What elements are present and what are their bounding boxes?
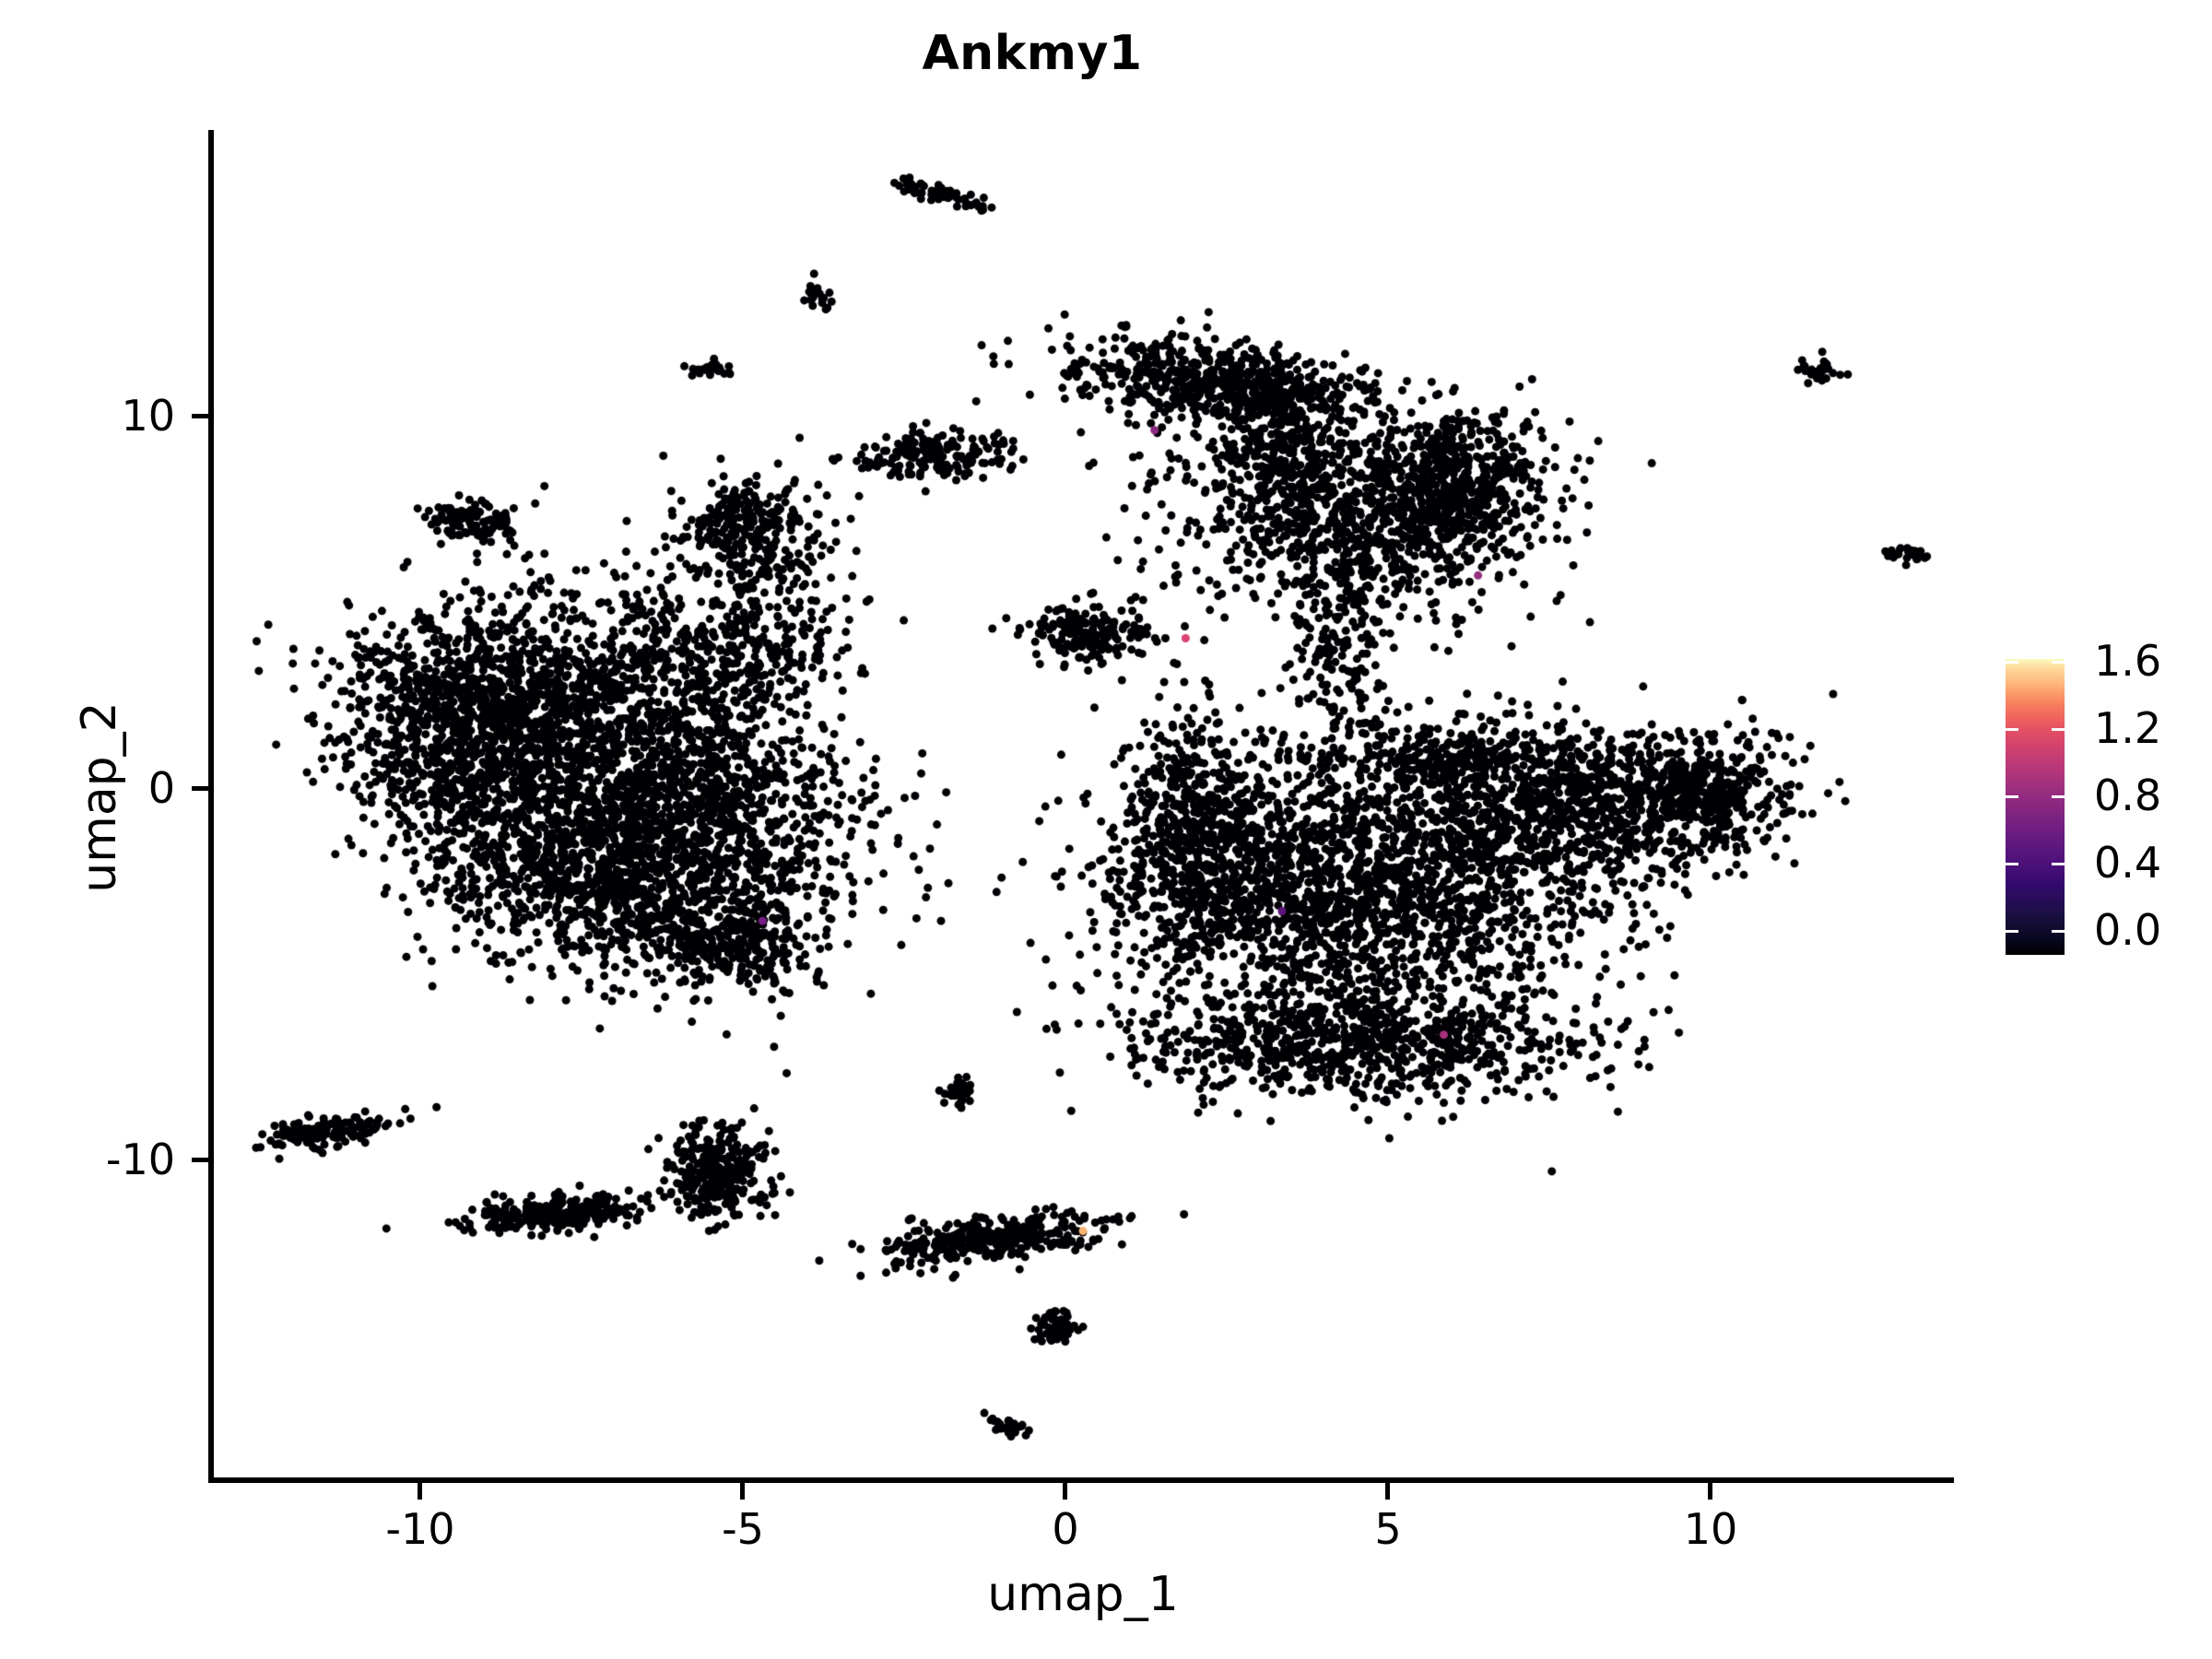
x-tick-label-10: 10 (1683, 1504, 1738, 1554)
colorbar-tick-0.4-left (2006, 863, 2018, 865)
colorbar-tick-1.2-right (2052, 728, 2065, 731)
y-tick-label-10: 10 (121, 391, 175, 441)
y-tick-label-0: 0 (147, 763, 175, 813)
colorbar-label-1.2: 1.2 (2094, 703, 2162, 753)
scatter-plot-axes (212, 130, 1954, 1480)
x-tick-label--5: -5 (722, 1504, 764, 1554)
colorbar (2006, 659, 2065, 955)
colorbar-tick-0.0-left (2006, 930, 2018, 933)
page-title: Ankmy1 (922, 26, 1143, 81)
colorbar-tick-0.0-right (2052, 930, 2065, 933)
colorbar-gradient (2006, 659, 2065, 955)
colorbar-tick-1.2-left (2006, 728, 2018, 731)
colorbar-tick-0.8-right (2052, 795, 2065, 798)
x-tick-label-0: 0 (1052, 1504, 1079, 1554)
x-tick-label-5: 5 (1374, 1504, 1402, 1554)
y-axis-spine (208, 130, 214, 1483)
colorbar-tick-0.8-left (2006, 795, 2018, 798)
y-axis-label: umap_2 (72, 701, 127, 893)
x-axis-label: umap_1 (987, 1567, 1179, 1622)
x-axis-spine (208, 1477, 1954, 1483)
x-tick-mark-5 (1385, 1483, 1390, 1500)
scatter-point-cloud (212, 130, 1954, 1480)
colorbar-label-1.6: 1.6 (2094, 636, 2162, 686)
y-tick-mark-10 (192, 414, 208, 418)
colorbar-tick-1.6-right (2052, 661, 2065, 664)
colorbar-tick-1.6-left (2006, 661, 2018, 664)
colorbar-label-0.4: 0.4 (2094, 838, 2162, 888)
x-tick-mark-10 (1708, 1483, 1712, 1500)
x-tick-mark--5 (740, 1483, 745, 1500)
y-tick-label--10: -10 (105, 1135, 175, 1184)
colorbar-label-0.0: 0.0 (2094, 905, 2162, 955)
colorbar-tick-0.4-right (2052, 863, 2065, 865)
y-tick-mark--10 (192, 1158, 208, 1162)
y-tick-mark-0 (192, 786, 208, 791)
colorbar-label-0.8: 0.8 (2094, 771, 2162, 820)
x-tick-mark--10 (418, 1483, 422, 1500)
x-tick-mark-0 (1063, 1483, 1067, 1500)
x-tick-label--10: -10 (385, 1504, 455, 1554)
